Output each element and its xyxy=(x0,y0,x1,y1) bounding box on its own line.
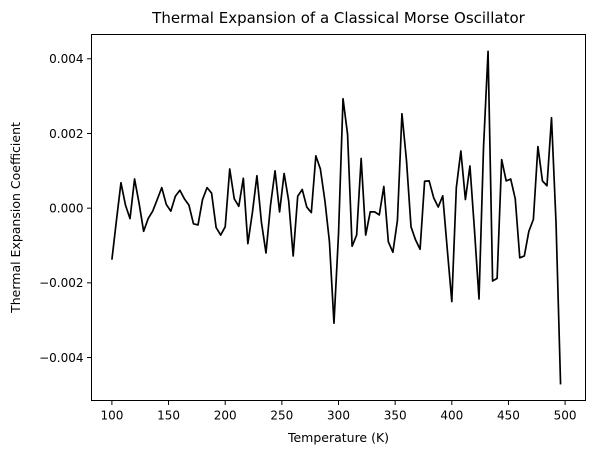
plot-frame xyxy=(91,34,586,401)
x-tick-label: 400 xyxy=(440,409,463,423)
x-tick-label: 100 xyxy=(100,409,123,423)
x-tick-label: 250 xyxy=(270,409,293,423)
x-tick-label: 450 xyxy=(497,409,520,423)
y-tick-label: 0.004 xyxy=(49,52,83,66)
y-tick-label: 0.000 xyxy=(49,201,83,215)
series-line xyxy=(111,50,562,385)
x-axis-label: Temperature (K) xyxy=(287,430,389,445)
y-axis-label: Thermal Expansion Coefficient xyxy=(8,122,23,314)
y-tick-label: −0.004 xyxy=(39,351,83,365)
x-tick-label: 150 xyxy=(157,409,180,423)
y-tick-label: −0.002 xyxy=(39,276,83,290)
chart-title: Thermal Expansion of a Classical Morse O… xyxy=(151,9,525,27)
x-tick-label: 500 xyxy=(554,409,577,423)
x-tick-label: 350 xyxy=(384,409,407,423)
y-axis-ticks: −0.004 −0.002 0.000 0.002 0.004 xyxy=(39,52,92,365)
y-tick-label: 0.002 xyxy=(49,127,83,141)
x-tick-label: 300 xyxy=(327,409,350,423)
x-axis-ticks: 100 150 200 250 300 350 400 450 500 xyxy=(100,400,577,423)
x-tick-label: 200 xyxy=(214,409,237,423)
